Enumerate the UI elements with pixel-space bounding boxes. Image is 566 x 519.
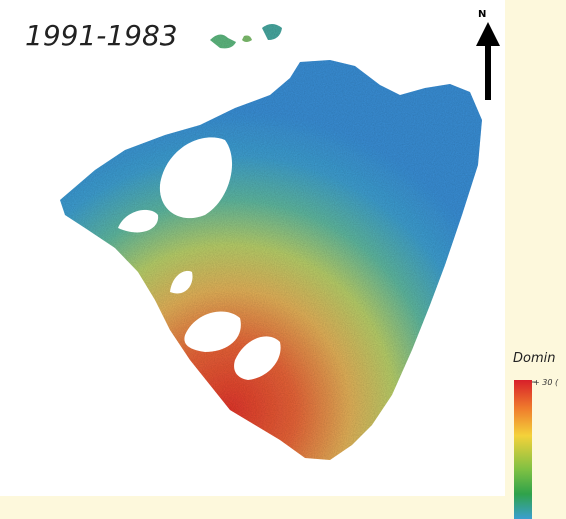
north-arrow: N — [476, 9, 500, 100]
map-title: 1991-1983 — [25, 19, 178, 52]
legend-top-label: + 30 ( — [533, 378, 559, 387]
change-map — [60, 24, 482, 460]
legend-title: Domin — [513, 351, 555, 366]
color-scale — [514, 380, 532, 519]
map-view: 1991-1983 N Domin + 30 ( — [0, 0, 566, 519]
arrow-head — [476, 22, 500, 46]
page: 1991-1983 N Domin + 30 ( (() => { const … — [0, 0, 566, 519]
bottom-panel — [0, 496, 505, 519]
north-label: N — [478, 9, 486, 20]
